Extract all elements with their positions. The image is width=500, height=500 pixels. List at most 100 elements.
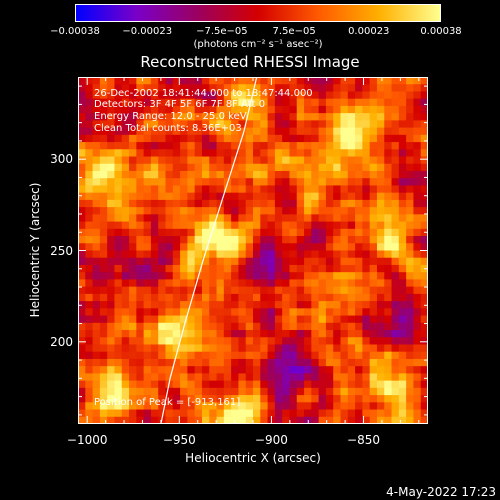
heatmap-cell: [187, 250, 196, 259]
annotation-energy: Energy Range: 12.0 - 25.0 keV: [94, 111, 247, 122]
heatmap-cell: [216, 221, 225, 230]
heatmap-cell: [238, 373, 247, 382]
heatmap-cell: [150, 185, 159, 194]
heatmap-cell: [325, 380, 334, 389]
heatmap-cell: [391, 387, 400, 396]
heatmap-cell: [194, 279, 203, 288]
heatmap-cell: [369, 301, 378, 309]
heatmap-cell: [85, 98, 94, 107]
heatmap-cell: [325, 264, 334, 273]
heatmap-cell: [398, 84, 407, 93]
heatmap-cell: [362, 163, 371, 172]
heatmap-cell: [231, 113, 240, 121]
heatmap-cell: [165, 395, 174, 403]
heatmap-cell: [92, 264, 101, 273]
heatmap-cell: [355, 351, 363, 360]
heatmap-cell: [216, 293, 225, 302]
heatmap-cell: [121, 366, 130, 374]
heatmap-cell: [398, 373, 407, 382]
heatmap-cell: [245, 286, 254, 295]
colorbar-tick-label: −0.00023: [122, 26, 173, 37]
heatmap-cell: [231, 351, 240, 360]
heatmap-cell: [180, 416, 188, 424]
heatmap-cell: [318, 409, 327, 418]
heatmap-cell: [180, 163, 188, 172]
heatmap-cell: [296, 322, 305, 331]
heatmap-cell: [274, 221, 283, 230]
heatmap-cell: [391, 395, 400, 403]
heatmap-cell: [420, 98, 428, 107]
heatmap-cell: [92, 185, 101, 194]
heatmap-cell: [289, 409, 298, 418]
heatmap-cell: [143, 113, 152, 121]
heatmap-cell: [85, 416, 94, 424]
heatmap-cell: [150, 402, 159, 411]
heatmap-cell: [143, 170, 152, 179]
heatmap-cell: [384, 373, 393, 382]
heatmap-cell: [136, 228, 145, 237]
heatmap-cell: [274, 192, 283, 201]
heatmap-cell: [129, 163, 137, 172]
heatmap-cell: [355, 250, 363, 259]
heatmap-cell: [355, 207, 363, 215]
heatmap-cell: [180, 91, 188, 100]
heatmap-cell: [187, 163, 196, 172]
heatmap-cell: [201, 91, 210, 100]
heatmap-cell: [238, 236, 247, 244]
heatmap-cell: [369, 214, 378, 223]
heatmap-cell: [99, 293, 108, 302]
heatmap-cell: [384, 98, 393, 107]
heatmap-cell: [267, 127, 276, 136]
heatmap-cell: [274, 77, 283, 85]
heatmap-cell: [398, 185, 407, 194]
heatmap-cell: [194, 192, 203, 201]
colorbar-tick-label: 0.00038: [420, 26, 462, 37]
heatmap-cell: [304, 236, 312, 244]
heatmap-cell: [253, 221, 261, 230]
heatmap-cell: [369, 272, 378, 281]
heatmap-cell: [172, 156, 181, 165]
heatmap-cell: [114, 228, 123, 237]
heatmap-cell: [289, 163, 298, 172]
heatmap-cell: [201, 142, 210, 150]
heatmap-cell: [85, 185, 94, 194]
heatmap-cell: [92, 113, 101, 121]
heatmap-cell: [216, 91, 225, 100]
heatmap-cell: [333, 207, 342, 215]
heatmap-cell: [406, 395, 415, 403]
heatmap-cell: [143, 315, 152, 324]
heatmap-cell: [121, 98, 130, 107]
heatmap-cell: [369, 366, 378, 374]
heatmap-cell: [333, 366, 342, 374]
heatmap-cell: [223, 243, 232, 252]
heatmap-cell: [267, 402, 276, 411]
heatmap-cell: [78, 207, 86, 215]
heatmap-cell: [289, 113, 298, 121]
heatmap-cell: [260, 402, 269, 411]
heatmap-cell: [172, 236, 181, 244]
heatmap-cell: [223, 156, 232, 165]
heatmap-cell: [391, 185, 400, 194]
heatmap-cell: [158, 344, 167, 353]
heatmap-cell: [406, 170, 415, 179]
heatmap-cell: [333, 315, 342, 324]
heatmap-cell: [289, 395, 298, 403]
heatmap-cell: [318, 286, 327, 295]
heatmap-cell: [340, 207, 349, 215]
heatmap-cell: [267, 250, 276, 259]
heatmap-cell: [391, 402, 400, 411]
heatmap-cell: [391, 199, 400, 208]
heatmap-cell: [253, 337, 261, 346]
heatmap-cell: [289, 373, 298, 382]
heatmap-cell: [333, 395, 342, 403]
heatmap-cell: [158, 91, 167, 100]
heatmap-cell: [420, 156, 428, 165]
heatmap-cell: [223, 192, 232, 201]
heatmap-cell: [172, 344, 181, 353]
heatmap-cell: [325, 250, 334, 259]
heatmap-cell: [150, 120, 159, 129]
heatmap-cell: [223, 358, 232, 367]
heatmap-cell: [245, 98, 254, 107]
heatmap-cell: [296, 113, 305, 121]
heatmap-cell: [311, 185, 320, 194]
